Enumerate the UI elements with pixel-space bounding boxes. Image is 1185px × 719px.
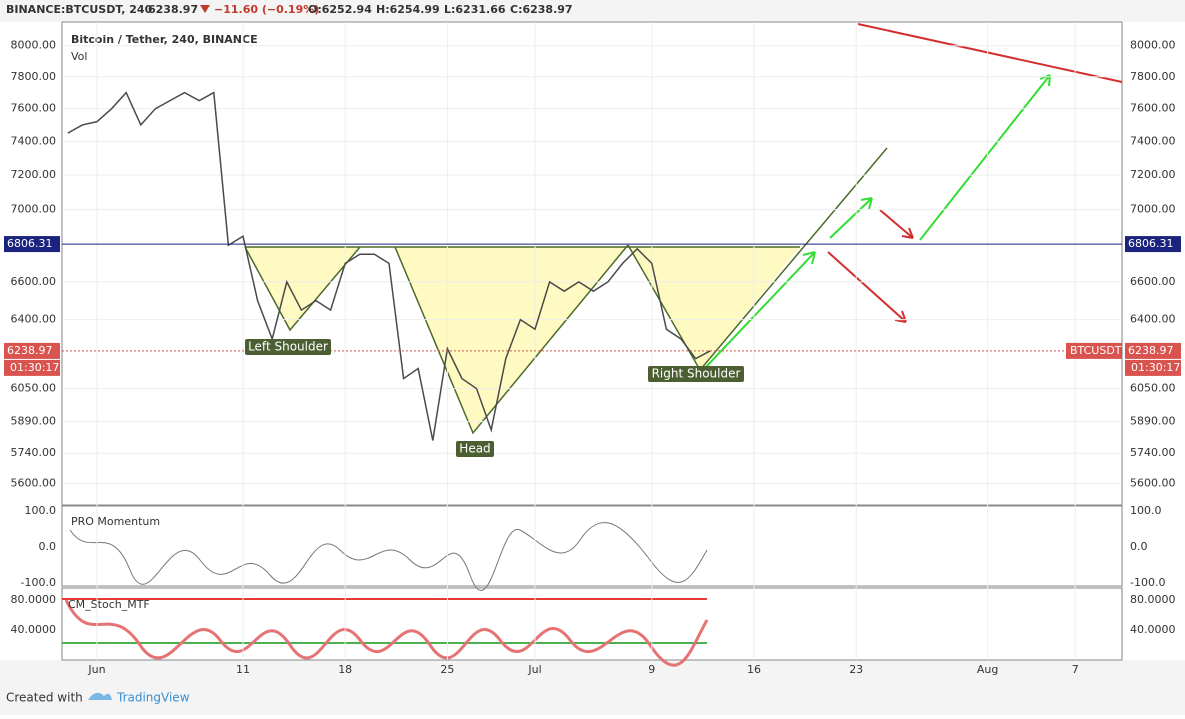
momentum-tick: -100.0 (1130, 576, 1165, 589)
momentum-tick: -100.0 (21, 576, 56, 589)
osc-ticks: 100.0 0.0 -100.0 100.0 0.0 -100.0 80.000… (11, 504, 1176, 636)
head-line (394, 244, 629, 435)
y-tick-label: 7200.00 (1130, 168, 1176, 181)
stoch-tick: 80.0000 (1130, 593, 1176, 606)
open: O:6252.94 (308, 3, 372, 16)
y-tick-label: 5600.00 (11, 477, 57, 490)
price-box-label: 6238.97 (7, 344, 53, 357)
y-tick-label: 6050.00 (1130, 382, 1176, 395)
x-tick-label: 9 (648, 663, 655, 676)
price-box-label: 6806.31 (7, 237, 53, 250)
symbol: BINANCE:BTCUSDT, 240 (6, 3, 153, 16)
x-tick-label: 25 (440, 663, 454, 676)
stoch-line (64, 599, 709, 667)
y-tick-label: 6600.00 (11, 275, 57, 288)
annotation: Head (459, 442, 490, 456)
y-tick-label: 5740.00 (11, 446, 57, 459)
y-tick-label: 8000.00 (11, 39, 57, 52)
y-tick-label: 7000.00 (1130, 203, 1176, 216)
annotation: Right Shoulder (652, 367, 741, 381)
low: L:6231.66 (444, 3, 506, 16)
y-tick-label: 5740.00 (1130, 446, 1176, 459)
right-axis (1123, 22, 1185, 660)
momentum-pane (61, 505, 1123, 587)
momentum-tick: 0.0 (39, 540, 57, 553)
red-arrows (827, 209, 914, 323)
brand-icon (88, 692, 112, 700)
momentum-tick: 100.0 (25, 504, 57, 517)
y-tick-label: 6400.00 (11, 313, 57, 326)
momentum-tick: 100.0 (1130, 504, 1162, 517)
y-tick-label: 6600.00 (1130, 275, 1176, 288)
symbol-box (1066, 342, 1122, 359)
close: C:6238.97 (510, 3, 573, 16)
y-tick-label: 7600.00 (11, 102, 57, 115)
x-tick-label: 7 (1072, 663, 1079, 676)
arrow (704, 251, 816, 369)
countdown-label: 01:30:17 (1131, 361, 1180, 374)
stoch-title: CM_Stoch_MTF (68, 598, 150, 611)
chart-title: Bitcoin / Tether, 240, BINANCE (71, 33, 258, 46)
high: H:6254.99 (376, 3, 440, 16)
price-box (4, 236, 60, 253)
y-tick-label: 7200.00 (11, 168, 57, 181)
y-tick-label: 6050.00 (11, 382, 57, 395)
countdown-box (1125, 359, 1181, 376)
stoch-tick: 40.0000 (11, 623, 57, 636)
left-axis (0, 22, 61, 660)
y-tick-label: 7000.00 (11, 203, 57, 216)
y-tick-label: 8000.00 (1130, 39, 1176, 52)
y-tick-label: 7800.00 (11, 70, 57, 83)
y-tick-label: 5890.00 (11, 415, 57, 428)
footer-brand: TradingView (116, 691, 190, 705)
arrow (827, 251, 907, 323)
stoch-tick: 80.0000 (11, 593, 57, 606)
price-box-label: 6238.97 (1128, 344, 1174, 357)
symbol-label: BTCUSDT (1070, 344, 1122, 357)
y-tick-label: 7400.00 (1130, 134, 1176, 147)
x-tick-label: Jul (527, 663, 541, 676)
change: −11.60 (−0.19%) (214, 3, 319, 16)
price-line (67, 91, 711, 441)
x-tick-label: 16 (747, 663, 761, 676)
countdown-label: 01:30:17 (10, 361, 59, 374)
pattern-fill (245, 245, 800, 433)
momentum-line (69, 522, 708, 591)
x-tick-label: 23 (849, 663, 863, 676)
arrow (829, 197, 873, 239)
trend-line (857, 23, 1123, 83)
annotation-box (245, 339, 331, 355)
header: BINANCE:BTCUSDT, 240 6238.97 −11.60 (−0.… (6, 3, 573, 16)
y-tick-label: 6400.00 (1130, 313, 1176, 326)
price-box (1125, 342, 1181, 359)
stoch-tick: 40.0000 (1130, 623, 1176, 636)
momentum-title: PRO Momentum (71, 515, 160, 528)
annotation: Left Shoulder (248, 340, 328, 354)
left-shoulder-line (244, 246, 361, 332)
x-tick-label: 18 (338, 663, 352, 676)
arrow (879, 209, 914, 239)
y-tick-label: 5600.00 (1130, 477, 1176, 490)
y-tick-label: 5890.00 (1130, 415, 1176, 428)
price-box (1125, 236, 1181, 253)
y-tick-label: 7400.00 (11, 134, 57, 147)
x-tick-label: 11 (236, 663, 250, 676)
price-box-label: 6806.31 (1128, 237, 1174, 250)
countdown-box (4, 359, 60, 376)
price-box (4, 342, 60, 359)
y-tick-label: 7800.00 (1130, 70, 1176, 83)
chart-subtitle: Vol (71, 50, 87, 63)
last: 6238.97 (148, 3, 198, 16)
down-arrow (200, 5, 210, 13)
x-tick-label: Jun (87, 663, 105, 676)
footer-created: Created with (6, 691, 83, 705)
annotation-box (456, 441, 494, 457)
momentum-tick: 0.0 (1130, 540, 1148, 553)
x-tick-label: Aug (977, 663, 998, 676)
y-tick-label: 7600.00 (1130, 102, 1176, 115)
annotation-box (648, 366, 744, 382)
